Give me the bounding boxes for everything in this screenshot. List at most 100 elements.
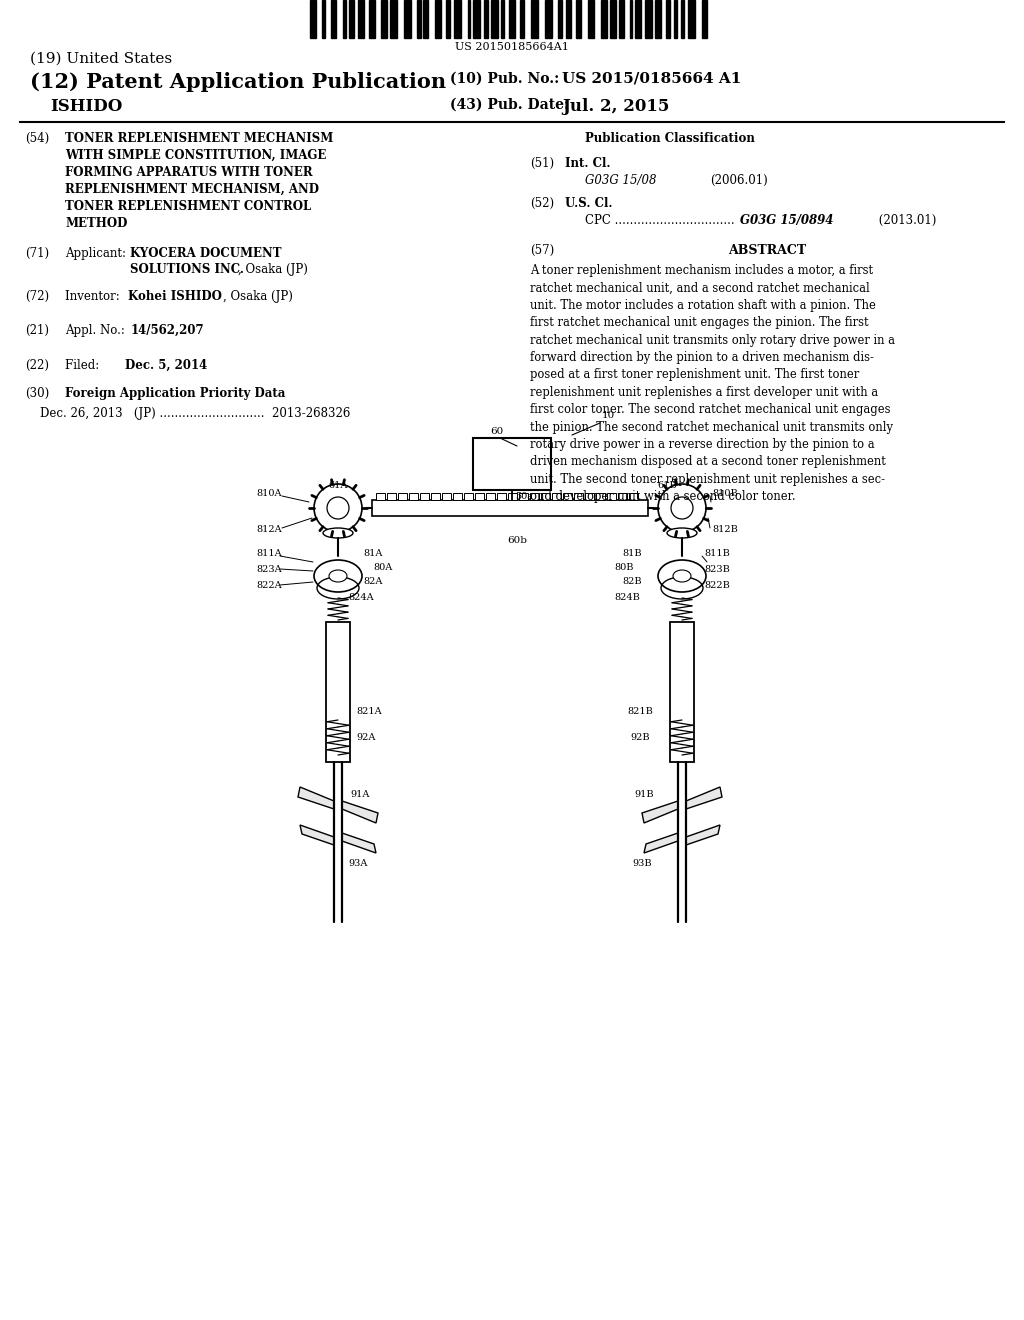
Circle shape bbox=[658, 484, 706, 532]
Bar bbox=[654, 0, 662, 38]
Text: 80B: 80B bbox=[614, 564, 634, 573]
Text: Appl. No.:: Appl. No.: bbox=[65, 323, 129, 337]
Bar bbox=[563, 492, 572, 500]
Text: (21): (21) bbox=[25, 323, 49, 337]
Text: Inventor:: Inventor: bbox=[65, 290, 131, 304]
Bar bbox=[519, 492, 528, 500]
Bar bbox=[497, 492, 506, 500]
Bar bbox=[575, 0, 582, 38]
Text: Jul. 2, 2015: Jul. 2, 2015 bbox=[562, 98, 670, 115]
Ellipse shape bbox=[329, 570, 347, 582]
Text: SOLUTIONS INC.: SOLUTIONS INC. bbox=[130, 263, 244, 276]
Text: 812B: 812B bbox=[712, 525, 738, 535]
Text: (30): (30) bbox=[25, 387, 49, 400]
Text: Dec. 5, 2014: Dec. 5, 2014 bbox=[125, 359, 207, 372]
Bar bbox=[475, 492, 484, 500]
Bar bbox=[607, 492, 616, 500]
Text: Foreign Application Priority Data: Foreign Application Priority Data bbox=[65, 387, 286, 400]
Bar bbox=[585, 492, 594, 500]
Polygon shape bbox=[300, 825, 334, 845]
Polygon shape bbox=[642, 801, 678, 822]
Bar bbox=[473, 0, 480, 38]
Text: 81B: 81B bbox=[622, 549, 642, 558]
Bar bbox=[508, 492, 517, 500]
Text: 10: 10 bbox=[602, 411, 615, 420]
Bar bbox=[630, 0, 633, 38]
Text: 811B: 811B bbox=[705, 549, 730, 558]
Bar bbox=[376, 492, 385, 500]
Text: , Osaka (JP): , Osaka (JP) bbox=[223, 290, 293, 304]
Polygon shape bbox=[686, 787, 722, 809]
Text: 60: 60 bbox=[490, 426, 503, 436]
Text: KYOCERA DOCUMENT: KYOCERA DOCUMENT bbox=[130, 247, 282, 260]
Text: TONER REPLENISHMENT MECHANISM
WITH SIMPLE CONSTITUTION, IMAGE
FORMING APPARATUS : TONER REPLENISHMENT MECHANISM WITH SIMPL… bbox=[65, 132, 333, 230]
Bar bbox=[417, 0, 421, 38]
Text: , Osaka (JP): , Osaka (JP) bbox=[238, 263, 308, 276]
Text: 824A: 824A bbox=[348, 594, 374, 602]
Bar bbox=[454, 0, 461, 38]
Text: (43) Pub. Date:: (43) Pub. Date: bbox=[450, 98, 569, 112]
Text: 14/562,207: 14/562,207 bbox=[131, 323, 205, 337]
Text: (10) Pub. No.:: (10) Pub. No.: bbox=[450, 73, 559, 86]
Text: Publication Classification: Publication Classification bbox=[585, 132, 755, 145]
Text: Int. Cl.: Int. Cl. bbox=[565, 157, 610, 170]
Text: (72): (72) bbox=[25, 290, 49, 304]
Bar bbox=[552, 492, 561, 500]
Bar bbox=[409, 492, 418, 500]
Text: Dec. 26, 2013   (JP) ............................  2013-268326: Dec. 26, 2013 (JP) .....................… bbox=[40, 407, 350, 420]
Text: U.S. Cl.: U.S. Cl. bbox=[565, 197, 612, 210]
Bar bbox=[509, 0, 515, 38]
Bar bbox=[310, 0, 315, 38]
Text: 93B: 93B bbox=[632, 859, 651, 869]
Text: 81A: 81A bbox=[362, 549, 382, 558]
Text: A toner replenishment mechanism includes a motor, a first
ratchet mechanical uni: A toner replenishment mechanism includes… bbox=[530, 264, 895, 503]
Bar bbox=[372, 500, 648, 516]
Text: Kohei ISHIDO: Kohei ISHIDO bbox=[128, 290, 222, 304]
Bar bbox=[600, 0, 607, 38]
Text: Filed:: Filed: bbox=[65, 359, 129, 372]
Bar bbox=[681, 0, 684, 38]
Text: (71): (71) bbox=[25, 247, 49, 260]
Bar bbox=[670, 622, 694, 762]
Text: (22): (22) bbox=[25, 359, 49, 372]
Circle shape bbox=[327, 498, 349, 519]
Bar bbox=[349, 0, 354, 38]
Text: 93A: 93A bbox=[348, 859, 368, 869]
Text: 61A: 61A bbox=[328, 480, 347, 490]
Bar bbox=[453, 492, 462, 500]
Text: G03G 15/08: G03G 15/08 bbox=[585, 174, 656, 187]
Ellipse shape bbox=[673, 570, 691, 582]
Bar bbox=[558, 0, 562, 38]
Bar bbox=[618, 492, 627, 500]
Bar bbox=[424, 0, 428, 38]
Bar bbox=[629, 492, 638, 500]
Bar bbox=[434, 0, 441, 38]
Bar bbox=[666, 0, 670, 38]
Bar bbox=[492, 0, 498, 38]
Text: 92A: 92A bbox=[356, 733, 376, 742]
Bar bbox=[701, 0, 708, 38]
Text: 823A: 823A bbox=[256, 565, 282, 573]
Bar bbox=[358, 0, 364, 38]
Bar bbox=[420, 492, 429, 500]
Polygon shape bbox=[342, 801, 378, 822]
Ellipse shape bbox=[314, 560, 362, 591]
Text: Applicant:: Applicant: bbox=[65, 247, 130, 260]
Text: (54): (54) bbox=[25, 132, 49, 145]
Bar bbox=[545, 0, 552, 38]
Bar bbox=[464, 492, 473, 500]
Bar bbox=[530, 492, 539, 500]
Bar bbox=[404, 0, 411, 38]
Text: (19) United States: (19) United States bbox=[30, 51, 172, 66]
Text: (51): (51) bbox=[530, 157, 554, 170]
Polygon shape bbox=[298, 787, 334, 809]
Text: US 2015/0185664 A1: US 2015/0185664 A1 bbox=[562, 73, 741, 86]
Bar bbox=[618, 0, 624, 38]
Bar bbox=[370, 0, 375, 38]
Text: US 20150185664A1: US 20150185664A1 bbox=[455, 42, 569, 51]
Bar bbox=[381, 0, 387, 38]
Bar bbox=[688, 0, 694, 38]
Text: 822B: 822B bbox=[705, 581, 730, 590]
Bar bbox=[331, 0, 336, 38]
Bar bbox=[387, 492, 396, 500]
